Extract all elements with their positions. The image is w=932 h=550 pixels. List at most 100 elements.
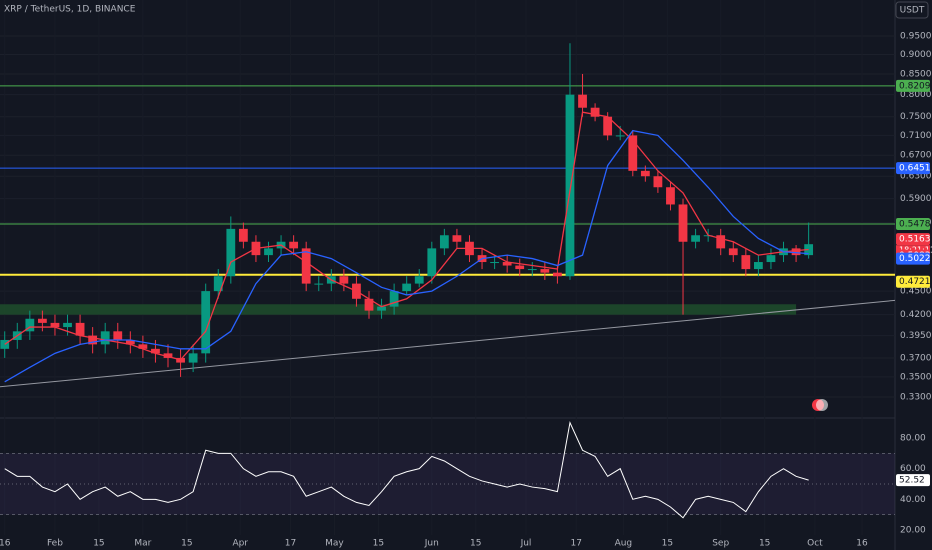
rsi-line — [4, 421, 809, 519]
candle-body — [213, 276, 223, 292]
candle-body — [741, 255, 751, 270]
price-tag — [896, 217, 930, 230]
x-tick-label: May — [325, 539, 344, 549]
y-tick-label: 0.7500 — [900, 112, 932, 122]
x-tick-label: Apr — [232, 539, 248, 549]
candle-body — [439, 235, 449, 249]
y-tick-label: 0.8500 — [900, 69, 932, 79]
candle-body — [666, 187, 675, 205]
price-tag — [896, 162, 930, 175]
rsi-band — [0, 453, 895, 515]
currency-box[interactable] — [895, 1, 929, 19]
candle-body — [691, 235, 700, 242]
candle-body — [716, 235, 726, 249]
x-tick-label: 15 — [93, 539, 104, 549]
candle-body — [389, 291, 399, 307]
candle-body — [603, 116, 613, 136]
candle-body — [151, 348, 160, 354]
price-tag — [896, 233, 930, 246]
y-tick-label: 0.3300 — [900, 393, 932, 403]
candle-body — [402, 283, 412, 292]
candle-body — [301, 248, 311, 284]
candle-body — [791, 248, 801, 256]
candle-body — [0, 339, 10, 349]
y-tick-label: 0.7100 — [900, 131, 932, 141]
x-tick-label: 15 — [662, 539, 673, 549]
x-tick-label: 17 — [571, 539, 582, 549]
price-tag-label: 0.5022 — [899, 254, 931, 264]
candle-body — [527, 269, 537, 271]
candle-body — [377, 306, 386, 311]
candle-body — [640, 170, 650, 177]
candle-body — [188, 353, 198, 363]
candle-body — [125, 339, 135, 345]
candle-body — [37, 318, 47, 323]
currency[interactable]: USDT — [900, 6, 925, 16]
price-tag-label: 0.4721 — [899, 277, 931, 287]
y-tick-label: 0.6300 — [900, 172, 932, 182]
rsi-tick-label: 60.00 — [900, 464, 926, 474]
y-tick-label: 0.8000 — [900, 90, 932, 100]
candle-body — [201, 291, 211, 354]
candle-body — [678, 204, 688, 242]
candle-body — [490, 262, 500, 264]
x-tick-label: Jul — [520, 539, 532, 549]
candle-body — [565, 94, 575, 277]
candle-body — [75, 322, 85, 336]
x-tick-label: Sep — [712, 539, 729, 549]
y-tick-label: 0.4500 — [900, 287, 932, 297]
candle-body — [427, 248, 437, 277]
x-tick-label: Jun — [424, 539, 439, 549]
x-tick-label: Feb — [47, 539, 63, 549]
candle-body — [615, 135, 625, 137]
x-tick-label: 16 — [0, 539, 11, 549]
y-tick-label: 0.9000 — [900, 50, 932, 60]
candle-body — [314, 283, 324, 285]
x-tick-label: 17 — [285, 539, 296, 549]
y-tick-label: 0.5900 — [900, 194, 932, 204]
price-tag — [896, 275, 930, 288]
rsi-tag — [896, 474, 930, 487]
moving-average — [4, 111, 809, 361]
price-tag — [896, 252, 930, 265]
chart-title: XRP / TetherUS, 1D, BINANCE — [4, 5, 136, 15]
candle-body — [653, 176, 663, 188]
candle-body — [364, 298, 374, 311]
candle-body — [753, 262, 763, 270]
price-tag — [896, 79, 930, 92]
y-tick-label: 0.6700 — [900, 151, 932, 161]
x-tick-label: 15 — [470, 539, 481, 549]
price-tag-label: 0.8209 — [899, 81, 931, 91]
candle-body — [553, 272, 562, 277]
candle-body — [113, 331, 123, 340]
candle-body — [540, 269, 550, 273]
candle-body — [502, 262, 512, 266]
candle-body — [766, 255, 776, 263]
x-tick-label: Aug — [615, 539, 633, 549]
x-tick-label: Oct — [807, 539, 823, 549]
candle-body — [63, 322, 72, 328]
candle-body — [590, 107, 600, 117]
x-tick-label: 16 — [856, 539, 868, 549]
candle-body — [264, 248, 273, 256]
x-tick-label: 15 — [181, 539, 192, 549]
price-tag-label: 0.5478 — [899, 219, 931, 229]
candle-body — [25, 318, 35, 332]
x-tick-label: 15 — [373, 539, 384, 549]
y-tick-label: 0.9500 — [900, 32, 932, 42]
zone — [0, 304, 797, 315]
trendline — [0, 299, 896, 388]
candle-body — [100, 331, 110, 345]
candle-body — [88, 335, 98, 345]
price-tag-label: 0.6451 — [899, 164, 931, 174]
candle-body — [728, 248, 738, 256]
rsi-tag-label: 52.52 — [899, 476, 925, 486]
candle-body — [452, 235, 462, 242]
candle-body — [238, 228, 248, 242]
y-tick-label: 0.4200 — [900, 310, 932, 320]
y-tick-label: 0.3950 — [900, 331, 932, 341]
candle-body — [628, 135, 638, 171]
x-tick-label: Mar — [134, 539, 151, 549]
moving-average — [4, 129, 809, 383]
